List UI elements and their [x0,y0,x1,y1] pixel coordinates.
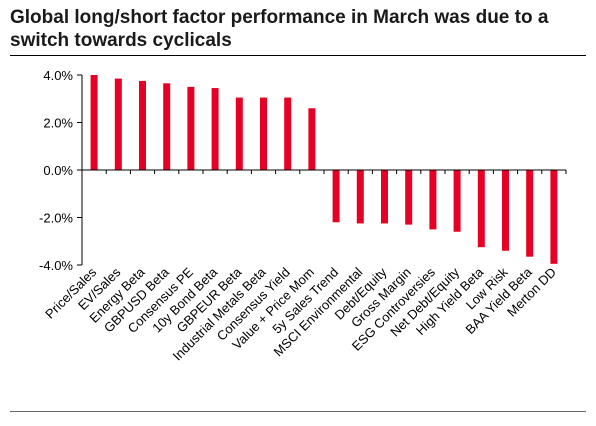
bar [477,170,485,248]
y-tick-label: -2.0% [39,211,73,226]
bar [163,83,171,170]
bar [211,88,219,170]
bar [332,170,340,223]
chart-title: Global long/short factor performance in … [10,6,590,52]
chart-title-line-2: switch towards cyclicals [10,30,232,51]
bar [139,80,146,170]
bar [187,86,195,170]
x-axis [81,169,567,174]
bar [502,170,509,251]
y-tick-label: 2.0% [43,116,73,131]
bar [453,170,461,232]
y-tick-label: 0.0% [43,163,73,178]
y-tick-label: -4.0% [39,258,73,273]
bar [356,170,364,224]
bar [405,170,413,225]
bar [526,170,534,257]
bar [114,78,122,170]
chart-title-line-1: Global long/short factor performance in … [10,7,549,28]
bar [90,75,98,170]
bar [429,170,437,230]
bars [90,75,558,264]
bar [381,170,388,224]
bar [550,170,558,264]
title-divider [10,55,586,56]
bar [284,97,292,170]
y-tick-label: 4.0% [43,68,73,83]
footer-divider [10,411,586,412]
bar [260,97,267,170]
bar [235,97,243,170]
y-axis: 4.0% 2.0% 0.0% -2.0% -4.0% [39,68,83,273]
bar [308,108,316,170]
